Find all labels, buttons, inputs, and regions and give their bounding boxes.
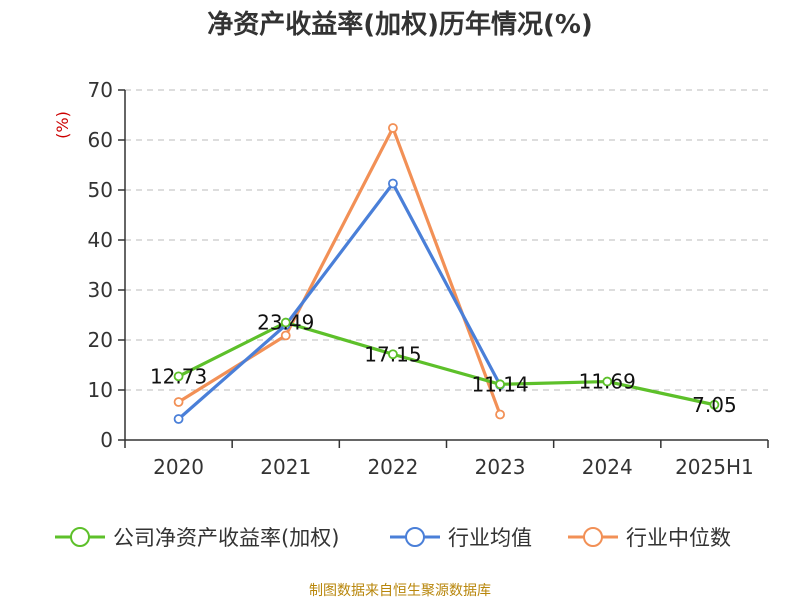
legend-label: 公司净资产收益率(加权) xyxy=(113,526,339,550)
legend-item[interactable]: 行业均值 xyxy=(390,526,532,550)
y-tick-label: 20 xyxy=(88,328,113,352)
data-label: 11.69 xyxy=(579,370,636,394)
data-point xyxy=(495,409,505,420)
y-tick-label: 50 xyxy=(88,178,113,202)
data-label: 11.14 xyxy=(471,372,528,396)
series-line xyxy=(177,126,502,416)
legend-label: 行业中位数 xyxy=(626,526,731,550)
data-label: 23.49 xyxy=(257,311,314,335)
data-label: 7.05 xyxy=(692,393,737,417)
data-point xyxy=(280,330,291,341)
x-tick-label: 2021 xyxy=(260,455,311,479)
legend-swatch-marker xyxy=(70,527,90,547)
legend-label: 行业均值 xyxy=(448,526,532,550)
x-tick-label: 2024 xyxy=(582,455,633,479)
chart-title: 净资产收益率(加权)历年情况(%) xyxy=(207,9,593,40)
y-tick-label: 30 xyxy=(88,278,113,302)
x-tick-label: 2023 xyxy=(475,455,526,479)
data-point xyxy=(388,178,398,189)
data-label: 17.15 xyxy=(364,342,421,366)
series-lines xyxy=(173,123,720,424)
data-point xyxy=(280,317,291,328)
legend: 公司净资产收益率(加权) 行业均值 行业中位数 xyxy=(55,526,731,550)
data-point xyxy=(173,414,184,424)
y-tick-label: 10 xyxy=(88,378,113,402)
y-tick-label: 40 xyxy=(88,228,113,252)
series-line xyxy=(177,181,502,421)
y-axis-unit: (%) xyxy=(53,111,72,139)
legend-item[interactable]: 公司净资产收益率(加权) xyxy=(55,526,339,550)
grid-lines xyxy=(125,89,768,391)
data-point xyxy=(709,399,720,410)
data-point xyxy=(495,379,505,390)
data-point xyxy=(602,376,613,387)
data-point xyxy=(388,349,398,360)
data-point xyxy=(173,371,184,382)
data-label: 12.73 xyxy=(150,364,207,388)
y-tick-label: 60 xyxy=(88,128,113,152)
y-tick-label: 0 xyxy=(100,428,113,452)
y-tick-label: 70 xyxy=(88,78,113,102)
x-tick-label: 2020 xyxy=(153,455,204,479)
x-tick-label: 2022 xyxy=(367,455,418,479)
data-point xyxy=(173,397,184,407)
series-line xyxy=(177,320,715,407)
data-labels: 12.73 23.49 17.15 11.14 11.69 7.05 xyxy=(150,311,737,417)
source-note: 制图数据来自恒生聚源数据库 xyxy=(309,583,491,599)
legend-item[interactable]: 行业中位数 xyxy=(568,526,731,550)
legend-swatch-marker xyxy=(405,527,425,547)
legend-swatch-marker xyxy=(583,527,603,547)
x-tick-label: 2025H1 xyxy=(675,455,754,479)
axes: 0 10 20 30 40 50 60 70 2020 2021 2022 2023 2024 2025H… xyxy=(88,78,769,479)
data-point xyxy=(388,123,398,133)
